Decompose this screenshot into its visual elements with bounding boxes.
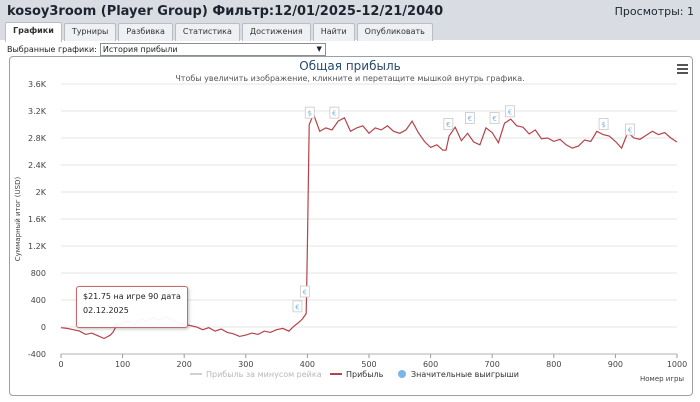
significant-win-marker: € [443,118,454,130]
x-tick-label: 300 [238,360,253,369]
marker-label: € [303,289,307,297]
y-tick-label: 800 [31,269,46,278]
marker-flag [465,112,475,124]
tab-achievements[interactable]: Достижения [241,23,311,41]
chart-menu-icon[interactable] [677,64,688,74]
y-tick-label: 400 [31,296,46,305]
chart-subtitle: Чтобы увеличить изображение, кликните и … [175,74,525,83]
chart-title: Общая прибыль [299,59,401,73]
x-tick-label: 400 [300,360,315,369]
top-bar: kosoy3room (Player Group) Фильтр:12/01/2… [0,0,700,42]
x-tick-label: 1000 [667,360,687,369]
marker-label: € [295,303,299,311]
tab-bar: Графики Турниры Разбивка Статистика Дост… [5,22,433,42]
chevron-down-icon: ▼ [316,45,322,53]
y-axis-label: Суммарный итог (USD) [14,177,22,262]
y-tick-label: -400 [28,350,46,359]
tab-tournaments[interactable]: Турниры [63,23,117,41]
significant-win-marker: € [489,112,500,124]
significant-win-marker: € [625,123,635,136]
significant-win-marker: € [329,106,340,119]
y-tick-label: 3.2K [28,107,47,116]
y-tick-label: 1.2K [28,242,47,251]
page-title: kosoy3room (Player Group) Фильтр:12/01/2… [7,4,444,19]
marker-flag [625,123,635,136]
y-tick-label: 0 [41,323,46,332]
x-tick-label: 0 [58,360,63,369]
x-axis-label: Номер игры [640,375,684,383]
legend-profit-label: Прибыль [346,370,384,379]
marker-label: € [332,110,336,118]
x-tick-label: 600 [423,360,438,369]
x-tick-label: 500 [361,360,376,369]
y-tick-label: 2.4K [28,161,47,170]
marker-flag [598,118,609,130]
x-tick-label: 200 [177,360,192,369]
marker-label: $ [308,110,312,118]
x-tick-label: 800 [546,360,561,369]
marker-flag [299,285,310,298]
marker-label: € [446,121,450,129]
graph-select-value: История прибыли [102,45,178,54]
marker-flag [292,300,303,313]
y-tick-label: 1.6K [28,215,47,224]
marker-flag [489,112,500,124]
tab-breakdown[interactable]: Разбивка [118,23,173,41]
tooltip-line-1: $21.75 на игре 90 дата [83,292,181,301]
legend-rake-label: Прибыль за минусом рейка [206,370,322,379]
x-tick-label: 100 [115,360,130,369]
significant-win-marker: $ [304,106,315,119]
marker-label: € [508,108,512,116]
data-tooltip: $21.75 на игре 90 дата 02.12.2025 [76,286,188,328]
marker-flag [304,106,315,119]
marker-flag [505,105,515,118]
graph-select-row: Выбранные графики: История прибыли ▼ [7,43,326,56]
marker-flag [443,118,454,130]
y-tick-label: 2K [36,188,47,197]
legend-wins-swatch [398,370,406,378]
tab-find[interactable]: Найти [312,23,355,41]
marker-label: € [628,127,632,135]
tab-statistics[interactable]: Статистика [174,23,240,41]
y-tick-label: 2.8K [28,134,47,143]
significant-win-marker: € [465,112,475,124]
x-tick-label: 700 [485,360,500,369]
tab-publish[interactable]: Опубликовать [356,23,433,41]
marker-label: € [468,115,472,123]
graph-select-label: Выбранные графики: [7,45,97,54]
significant-win-marker: € [292,300,303,313]
significant-win-marker: € [299,285,310,298]
chart-panel [9,56,693,396]
marker-label: € [492,115,496,123]
views-counter: Просмотры: 1 [614,5,694,18]
graph-select[interactable]: История прибыли ▼ [99,43,326,56]
marker-label: $ [601,121,605,129]
tab-graphs[interactable]: Графики [5,22,62,42]
marker-flag [329,106,340,119]
x-tick-label: 900 [608,360,623,369]
significant-win-marker: $ [598,118,609,130]
significant-win-marker: € [505,105,515,118]
legend-wins-label: Значительные выигрыши [411,370,519,379]
tooltip-line-2: 02.12.2025 [83,306,129,315]
y-tick-label: 3.6K [28,80,47,89]
